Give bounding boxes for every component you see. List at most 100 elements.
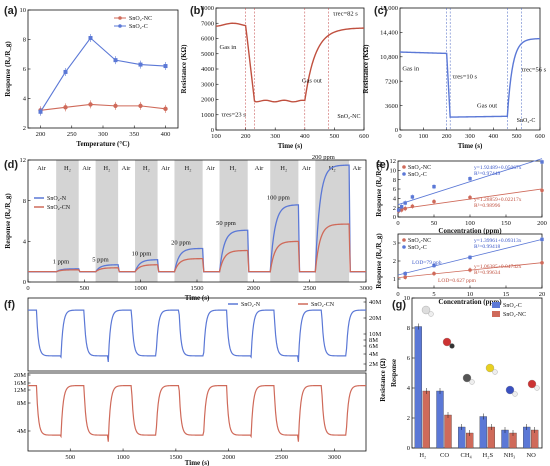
chart-f-xtick-label: 1000: [117, 454, 130, 461]
chart-a-point: [88, 36, 93, 41]
chart-a-point: [163, 64, 168, 69]
chart-a-xtick-label: 350: [129, 131, 139, 138]
chart-f-legend-label: SnO₂-N: [241, 302, 261, 308]
chart-a-legend-label: SnO₂-C: [129, 24, 148, 30]
chart-e1-legend-label: SnO₂-C: [408, 172, 427, 178]
chart-e2-ytick-label: 1: [393, 276, 396, 283]
chart-g-ytick-label: 8: [407, 325, 410, 332]
chart-c-ytick-label: 10,800: [380, 54, 398, 61]
chart-a-series-line: [40, 37, 166, 113]
chart-f-ytick-label: 40M: [369, 299, 382, 306]
chart-d-ytick-label: 0: [23, 279, 26, 286]
chart-f-legend-label: SnO₂-CN: [311, 302, 335, 308]
molecule-icon: [449, 343, 455, 349]
chart-d-conc-label: 200 ppm: [312, 154, 335, 161]
chart-a-xlabel: Temperature (°C): [76, 140, 130, 148]
chart-b-legend: SnO₂-NC: [337, 114, 360, 120]
chart-e1-xtick-label: 150: [501, 220, 511, 227]
chart-g-ytick-label: 4: [407, 385, 411, 392]
chart-f-ytick-label: 16M: [14, 380, 27, 387]
chart-d-band-label: Air: [122, 165, 132, 172]
molecule-icon: [421, 305, 431, 315]
chart-e2-point: [432, 263, 436, 268]
chart-d-conc-label: 100 ppm: [267, 195, 290, 202]
panel-label-e: (e): [376, 159, 390, 171]
chart-b-ytick-label: 1000: [201, 112, 214, 119]
chart-d-h2-band: [135, 160, 158, 282]
chart-e1-xlabel: Concentration (ppm): [438, 227, 502, 235]
chart-e1-point: [410, 204, 415, 209]
chart-e1-fit-r2-red: R²=0.98996: [474, 203, 501, 209]
chart-e1-xtick-label: 200: [537, 220, 547, 227]
molecule-icon: [527, 379, 537, 389]
chart-a-xtick-label: 300: [98, 131, 108, 138]
chart-d-xtick-label: 500: [79, 285, 89, 292]
chart-d-conc-label: 20 ppm: [171, 239, 191, 246]
chart-c-gas-in: Gas in: [402, 65, 420, 72]
chart-e2-point: [403, 275, 408, 280]
chart-d-legend-label: SnO₂-CN: [47, 205, 71, 211]
chart-e2-xtick-label: 15: [503, 291, 510, 298]
chart-e1-point: [403, 206, 408, 211]
chart-e2-ytick-label: 3: [393, 240, 396, 247]
molecule-icon: [469, 379, 475, 385]
chart-d-band-label: Air: [302, 165, 312, 172]
panel-label-b: (b): [190, 5, 204, 17]
chart-g-bar: [458, 426, 466, 449]
chart-a-legend-label: SnO₂-NC: [129, 16, 152, 22]
chart-e1-ytick-label: 8: [393, 177, 396, 184]
chart-f-series-line: [28, 384, 367, 442]
chart-e1-point: [540, 188, 544, 193]
chart-a-point: [63, 69, 68, 74]
chart-g-bar: [444, 414, 452, 449]
chart-e1-point: [399, 205, 404, 209]
chart-d-ytick-label: 12: [20, 157, 27, 164]
chart-e1-ytick-label: 0: [393, 214, 396, 221]
chart-e1-xtick-label: 0: [396, 220, 399, 227]
chart-d-band-label: H₂: [143, 165, 150, 172]
chart-e1-point: [432, 199, 436, 204]
chart-d-band-label: Air: [82, 165, 92, 172]
chart-e2-xtick-label: 10: [467, 291, 474, 298]
chart-d-h2-band: [315, 160, 350, 282]
chart-a-point: [138, 103, 143, 109]
chart-f-ytick-label: 2M: [369, 361, 378, 368]
chart-e1-ylabel: Response (Rₐ/R_g): [375, 161, 383, 217]
chart-a-legend-marker: [118, 16, 122, 20]
chart-d-h2-band: [56, 160, 79, 282]
chart-g: 0 2 4 6 8 10 Response H₂ CO CH₄ H₂S NH₃ NO SnO₂-C SnO₂…: [390, 295, 543, 459]
chart-b-ytick-label: 0: [211, 127, 214, 134]
chart-b-xtick-label: 500: [330, 133, 340, 140]
chart-c-ytick-label: 18,000: [380, 5, 398, 12]
chart-b-ytick-label: 4000: [201, 66, 214, 73]
chart-g-legend-swatch: [492, 311, 500, 317]
chart-f-xlabel: Time (s): [185, 459, 210, 466]
chart-e2-point: [432, 271, 436, 276]
panel-label-g: (g): [392, 299, 406, 311]
chart-e1-legend-marker: [402, 165, 406, 169]
molecule-icon: [428, 311, 434, 317]
chart-a-xtick-label: 400: [161, 131, 171, 138]
chart-d-band-label: Air: [161, 165, 171, 172]
chart-e2-point: [468, 255, 472, 260]
chart-e2-legend-marker: [402, 238, 406, 242]
chart-f-xtick-label: 3000: [328, 454, 341, 461]
chart-f-top-frame: [27, 297, 367, 372]
chart-c-xtick-label: 200: [442, 133, 452, 140]
chart-a-point: [88, 102, 93, 107]
chart-c-ytick-label: 0: [395, 127, 398, 134]
chart-f-ytick-label: 20M: [14, 372, 27, 379]
molecule-icon: [534, 385, 540, 391]
chart-e1-point: [468, 177, 472, 181]
chart-e2-ylabel: Response (Rₐ/R_g): [375, 233, 383, 289]
chart-b-xtick-label: 300: [270, 133, 280, 140]
chart-d-xtick-label: 2000: [247, 285, 260, 292]
chart-d-conc-label: 5 ppm: [92, 257, 108, 264]
chart-g-category-label: CO: [440, 452, 449, 459]
chart-f-series-line: [28, 309, 367, 363]
chart-e2-fit-r2-blue: R²=0.99418: [474, 244, 501, 250]
chart-d-band-label: H₂: [64, 165, 71, 172]
chart-g-bar: [414, 326, 422, 449]
chart-e1-ytick-label: 10: [390, 168, 397, 175]
